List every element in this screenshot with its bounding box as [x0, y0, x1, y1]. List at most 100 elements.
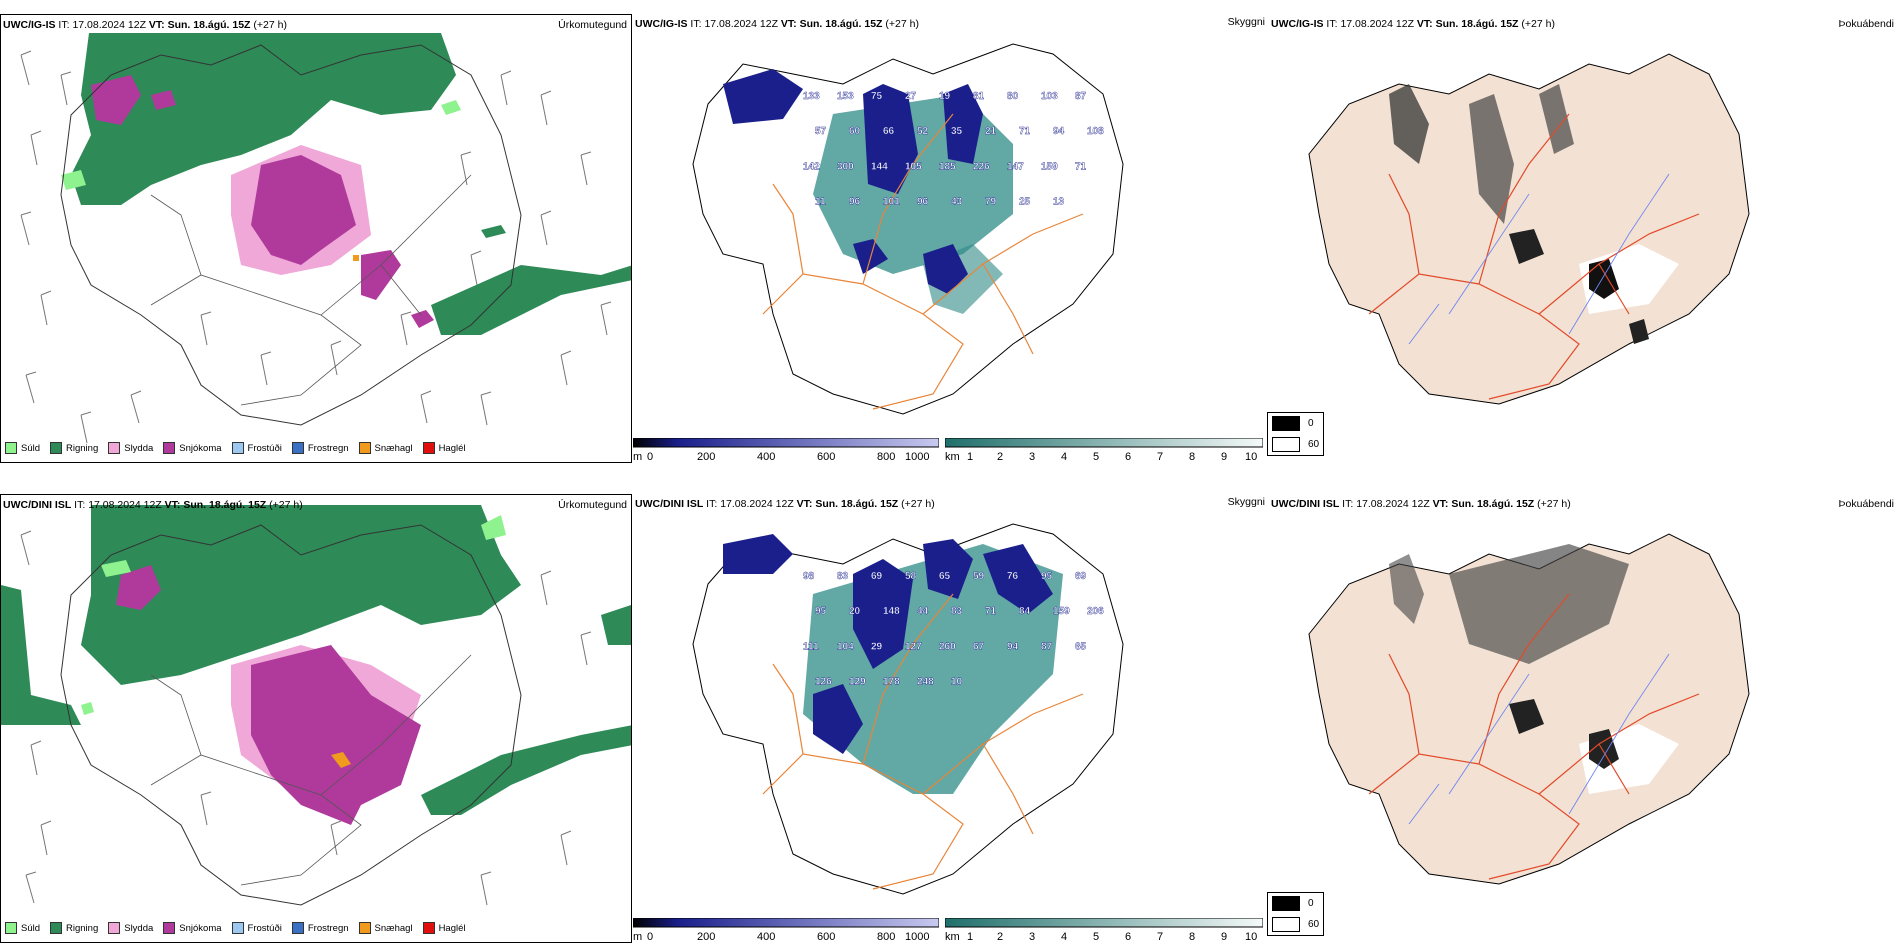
- visibility-value-label: 69: [1075, 571, 1087, 582]
- visibility-value-label: 71: [985, 606, 997, 617]
- visibility-value-label: 83: [951, 606, 963, 617]
- scale-tick: 400: [757, 451, 776, 463]
- visibility-value-label: 21: [985, 126, 997, 137]
- fog-panel-1: UWC/IG-IS IT: 17.08.2024 12Z VT: Sun. 18…: [1269, 14, 1900, 463]
- visibility-value-label: 159: [1041, 161, 1058, 172]
- scale-tick: 4: [1061, 451, 1068, 463]
- panel-title: Skyggni: [1227, 496, 1265, 508]
- visibility-value-label: 87: [1041, 641, 1053, 652]
- scale-tick: 1000: [905, 451, 930, 463]
- iceland-land: [1308, 53, 1750, 405]
- scale-tick: 3: [1029, 451, 1036, 463]
- legend-item: Snæhagl: [358, 922, 413, 934]
- visibility-value-label: 76: [1007, 571, 1019, 582]
- visibility-value-label: 27: [905, 91, 917, 102]
- precip-type-panel-1: UWC/IG-IS IT: 17.08.2024 12Z VT: Sun. 18…: [0, 14, 632, 463]
- visibility-value-label: 96: [917, 197, 929, 208]
- scale-tick: 0: [647, 931, 654, 943]
- visibility-map-2: 98 83 69 58 65 59 76 95 69 95 20 148 44 83 71 84 159 206 1…: [692, 523, 1124, 895]
- panel-header: UWC/IG-IS IT: 17.08.2024 12Z VT: Sun. 18…: [3, 19, 287, 31]
- scale-tick: 8: [1189, 451, 1196, 463]
- legend-item: Slydda: [108, 442, 153, 454]
- visibility-value-label: 127: [905, 641, 922, 652]
- visibility-value-label: 206: [1087, 606, 1104, 617]
- scale-tick: 400: [757, 931, 776, 943]
- fog-dark: [1389, 554, 1424, 624]
- visibility-value-label: 95: [1041, 571, 1053, 582]
- scale-tick: 2: [997, 931, 1004, 943]
- panel-title: Þokuábendi: [1838, 18, 1894, 30]
- visibility-value-label: 71: [1019, 126, 1031, 137]
- fog-dark: [1389, 84, 1429, 164]
- scale-m: m 0 200 400 600 800 1000: [633, 917, 940, 943]
- legend-item: Frostúði: [231, 442, 282, 454]
- visibility-value-label: 11: [815, 197, 826, 208]
- visibility-value-label: 84: [1019, 606, 1031, 617]
- scale-tick: 10: [1245, 451, 1258, 463]
- snow-area: [251, 155, 356, 265]
- visibility-value-label: 25: [1019, 197, 1031, 208]
- scale-tick: 4: [1061, 931, 1068, 943]
- scale-tick: 200: [697, 931, 716, 943]
- scale-m: m 0 200 400 600 800 1000: [633, 437, 940, 463]
- roads: [1368, 593, 1700, 880]
- visibility-value-label: 260: [939, 641, 956, 652]
- scale-unit: m: [633, 451, 643, 463]
- visibility-value-label: 65: [939, 571, 951, 582]
- scale-km-bar: [944, 437, 1264, 448]
- visibility-value-label: 71: [1075, 161, 1087, 172]
- legend-item: Snæhagl: [358, 442, 413, 454]
- legend-item: Frostregn: [291, 442, 349, 454]
- scale-m-bar: [633, 917, 940, 928]
- scale-unit: km: [945, 451, 960, 463]
- visibility-value-label: 19: [939, 91, 951, 102]
- visibility-value-label: 142: [803, 161, 820, 172]
- visibility-value-label: 103: [1041, 91, 1058, 102]
- visibility-value-label: 147: [1007, 161, 1024, 172]
- legend-item: Frostregn: [291, 922, 349, 934]
- scale-tick: 6: [1125, 931, 1132, 943]
- visibility-value-label: 129: [849, 677, 866, 688]
- scale-tick: 5: [1093, 931, 1100, 943]
- legend-item: Snjókoma: [163, 922, 222, 934]
- legend-item: Frostúði: [231, 922, 282, 934]
- visibility-value-label: 226: [973, 161, 990, 172]
- precip-map-1: [20, 33, 631, 444]
- legend-item: Snjókoma: [163, 442, 222, 454]
- visibility-value-label: 43: [951, 197, 963, 208]
- visibility-panel-2: 98 83 69 58 65 59 76 95 69 95 20 148 44 83 71 84 159 206 1…: [633, 494, 1269, 943]
- wind-barbs: [20, 50, 612, 444]
- scale-tick: 3: [1029, 931, 1036, 943]
- visibility-panel-1: 133 153 75 27 19 81 80 103 87 57 60 66 52 35 21 71 94 108…: [633, 14, 1269, 463]
- visibility-value-label: 44: [917, 606, 929, 617]
- precip-map-2: [1, 505, 631, 906]
- scale-tick: 800: [877, 931, 896, 943]
- panel-header: UWC/DINI ISL IT: 17.08.2024 12Z VT: Sun.…: [3, 499, 303, 511]
- visibility-value-label: 98: [803, 571, 815, 582]
- scale-unit: km: [945, 931, 960, 943]
- scale-tick: 8: [1189, 931, 1196, 943]
- visibility-value-label: 59: [973, 571, 985, 582]
- visibility-value-label: 104: [837, 641, 854, 652]
- scale-tick: 200: [697, 451, 716, 463]
- fog-map-2: [1308, 533, 1750, 885]
- visibility-value-label: 66: [883, 126, 895, 137]
- visibility-value-label: 80: [1007, 91, 1019, 102]
- wind-barbs: [20, 530, 592, 906]
- fog-panel-2: UWC/DINI ISL IT: 17.08.2024 12Z VT: Sun.…: [1269, 494, 1900, 943]
- precip-legend: Súld Rigning Slydda Snjókoma Frostúði Fr…: [5, 922, 466, 934]
- visibility-value-label: 83: [837, 571, 849, 582]
- visibility-value-label: 79: [985, 197, 997, 208]
- scale-unit: m: [633, 931, 643, 943]
- scale-tick: 0: [647, 451, 654, 463]
- visibility-value-label: 96: [849, 197, 861, 208]
- visibility-value-label: 75: [871, 91, 883, 102]
- panel-header: UWC/DINI ISL IT: 17.08.2024 12Z VT: Sun.…: [1271, 498, 1571, 510]
- scale-tick: 9: [1221, 451, 1228, 463]
- panel-title: Þokuábendi: [1838, 498, 1894, 510]
- panel-title: Úrkomutegund: [558, 499, 627, 511]
- scale-tick: 1: [967, 451, 974, 463]
- visibility-value-label: 108: [1087, 126, 1104, 137]
- visibility-value-label: 95: [815, 606, 827, 617]
- visibility-value-label: 248: [917, 677, 934, 688]
